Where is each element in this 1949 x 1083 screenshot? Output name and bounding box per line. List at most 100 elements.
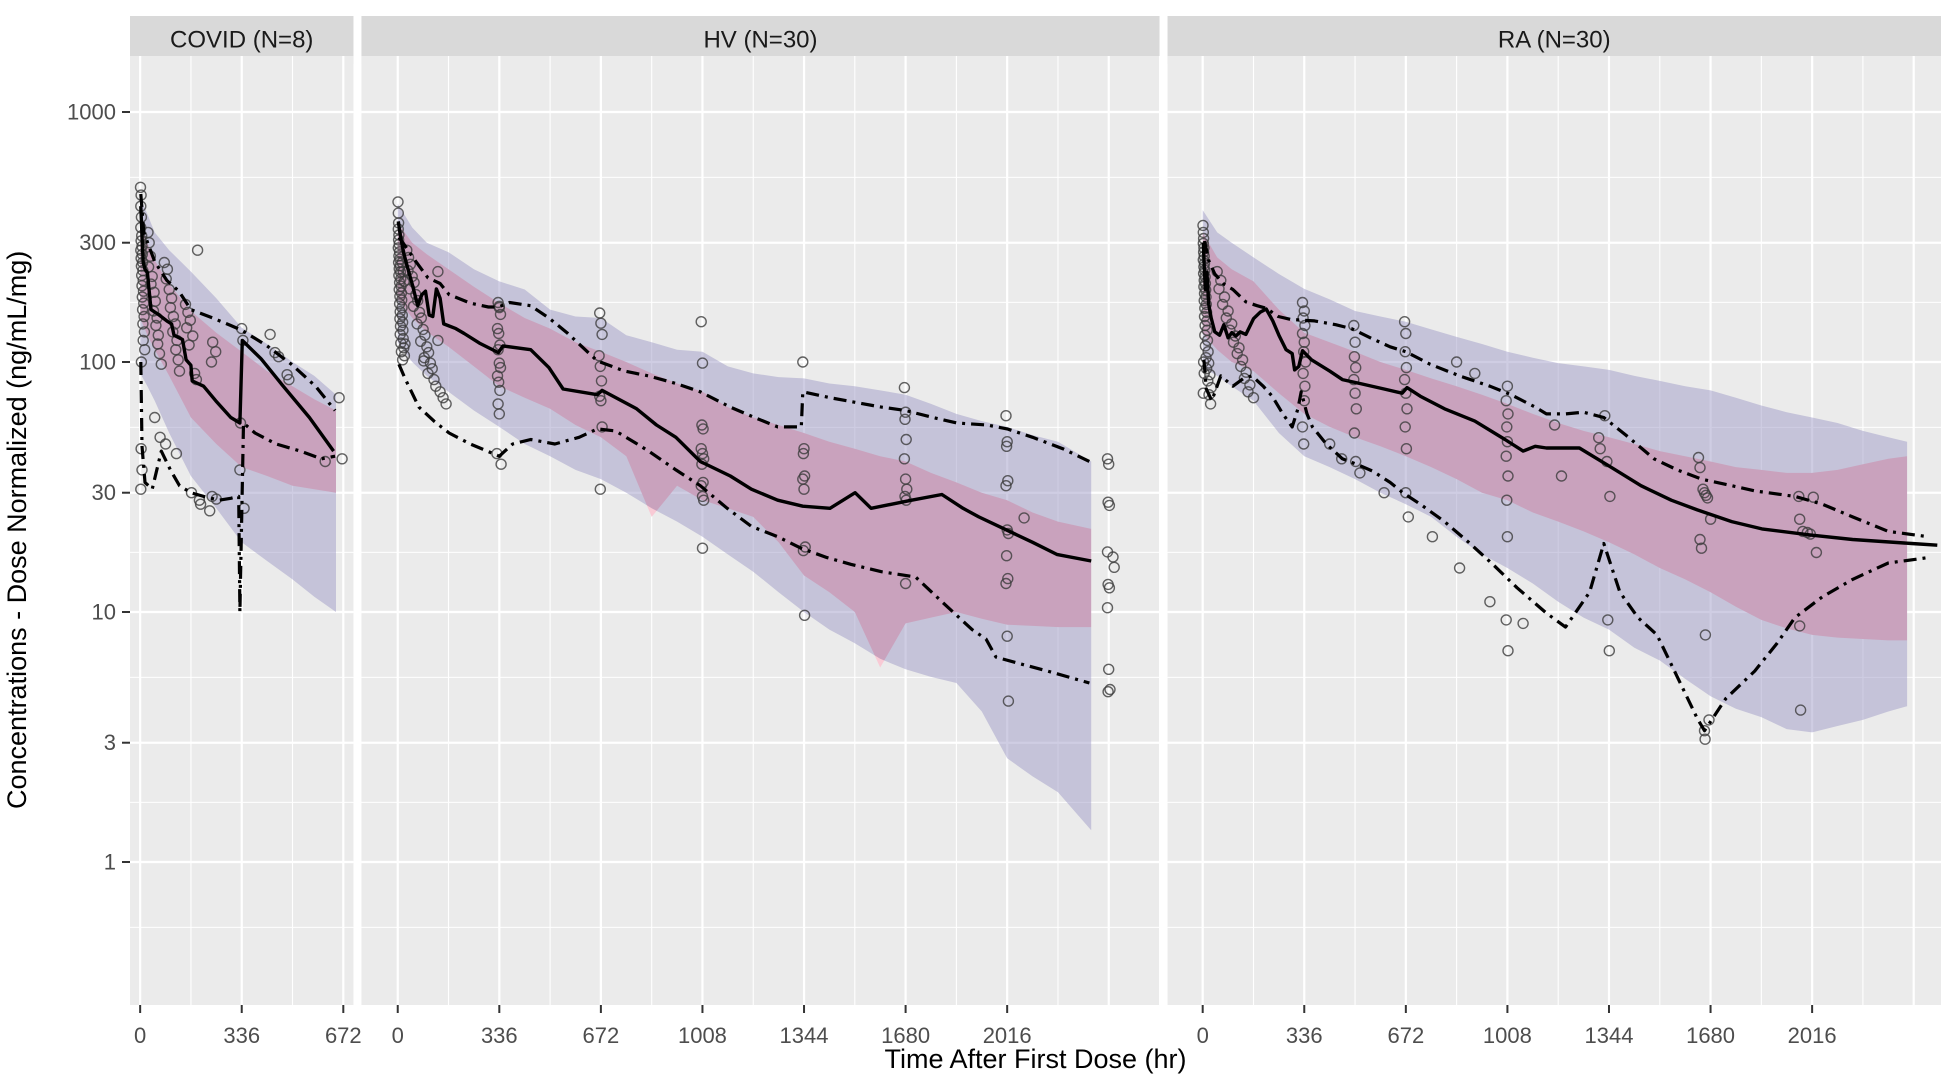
observation-point [1201, 334, 1214, 347]
observation-point [283, 373, 295, 386]
observation-point [1349, 336, 1361, 348]
observation-point [494, 384, 506, 397]
p05-line [397, 363, 1090, 685]
p95-line [139, 193, 337, 412]
x-tick-label: 1008 [1483, 1023, 1532, 1048]
observation-point [1592, 432, 1605, 444]
observation-point [428, 373, 440, 386]
observation-point [1296, 327, 1309, 340]
x-tick-label: 1680 [1686, 1023, 1735, 1048]
observation-point [695, 480, 707, 492]
observation-point [1297, 438, 1310, 450]
observation-point [1501, 421, 1513, 433]
observation-point [1354, 467, 1366, 479]
observation-point [1698, 725, 1711, 737]
observation-point [899, 413, 911, 425]
x-tick-label: 2016 [983, 1023, 1032, 1048]
observation-point [209, 346, 222, 358]
median-line [1201, 242, 1938, 547]
observation-point [264, 328, 276, 341]
observation-point [170, 447, 183, 460]
observation-point [1297, 312, 1309, 324]
observation-point [136, 464, 148, 476]
observation-point [1426, 531, 1439, 543]
observation-point [1204, 369, 1216, 381]
x-tick-label: 672 [325, 1023, 362, 1048]
observation-point [493, 376, 505, 388]
observation-point [138, 310, 150, 323]
observation-point [1469, 367, 1481, 380]
observation-point [491, 322, 504, 335]
observation-point [1225, 318, 1238, 330]
y-tick-label: 30 [92, 480, 116, 505]
facet-strip-label: HV (N=30) [703, 27, 817, 54]
observation-point [1103, 499, 1116, 512]
y-tick-label: 10 [92, 600, 116, 625]
observation-point [1398, 373, 1411, 386]
observation-point [138, 344, 151, 356]
observation-point [1236, 354, 1249, 366]
observation-point [1793, 513, 1806, 525]
observation-point [1197, 226, 1210, 239]
observation-point [1695, 542, 1708, 554]
observation-point [1199, 340, 1212, 352]
observation-point [188, 367, 201, 380]
observation-point [1350, 403, 1363, 415]
observation-point [152, 329, 165, 341]
observation-point [167, 310, 180, 323]
observation-point [797, 356, 809, 368]
x-tick-label: 1680 [881, 1023, 930, 1048]
observation-point [898, 381, 911, 394]
observation-point [595, 395, 607, 407]
observation-point [1018, 512, 1030, 524]
data-layer [134, 181, 348, 614]
observation-point [1401, 403, 1413, 415]
observation-point [594, 360, 606, 373]
observation-point [1101, 453, 1114, 465]
observation-point [1400, 443, 1413, 455]
x-tick-label: 1008 [678, 1023, 727, 1048]
observation-point [1102, 458, 1115, 470]
observation-point [1101, 602, 1114, 614]
observation-point [899, 406, 912, 418]
x-tick-label: 336 [481, 1023, 518, 1048]
observation-point [1793, 620, 1806, 632]
observation-point [1453, 562, 1466, 574]
observation-point [147, 305, 160, 317]
observation-point [172, 354, 184, 366]
observation-point [1378, 487, 1390, 499]
observation-point [281, 369, 293, 381]
observation-point [1213, 283, 1225, 295]
observation-point [1222, 305, 1234, 317]
x-axis-title: Time After First Dose (hr) [884, 1044, 1187, 1074]
observation-point [137, 318, 149, 330]
observation-point [698, 494, 710, 506]
y-tick-label: 1000 [67, 100, 116, 125]
observation-point [695, 316, 707, 328]
observation-point [1349, 387, 1361, 399]
observation-point [135, 483, 147, 495]
y-tick-label: 1 [104, 850, 116, 875]
observation-point [1400, 327, 1412, 340]
observation-point [1794, 704, 1807, 716]
p05-line [1202, 359, 1929, 733]
x-tick-label: 0 [392, 1023, 404, 1048]
observation-point [417, 323, 429, 336]
observation-point [493, 408, 505, 420]
observation-point [1238, 372, 1251, 385]
observation-point [1103, 582, 1116, 594]
observation-point [1233, 342, 1245, 354]
observation-point [595, 375, 608, 387]
observation-point [1602, 614, 1614, 626]
observation-point [494, 308, 507, 321]
observation-point [1793, 490, 1805, 503]
observation-point [1501, 436, 1514, 448]
observation-point [1402, 511, 1415, 523]
observation-point [1104, 683, 1116, 696]
p95-line [1202, 240, 1929, 539]
observation-point [1399, 346, 1411, 358]
observation-point [1202, 346, 1214, 358]
observation-point [1501, 380, 1514, 392]
observation-point [1400, 361, 1413, 374]
observation-point [1247, 392, 1260, 404]
